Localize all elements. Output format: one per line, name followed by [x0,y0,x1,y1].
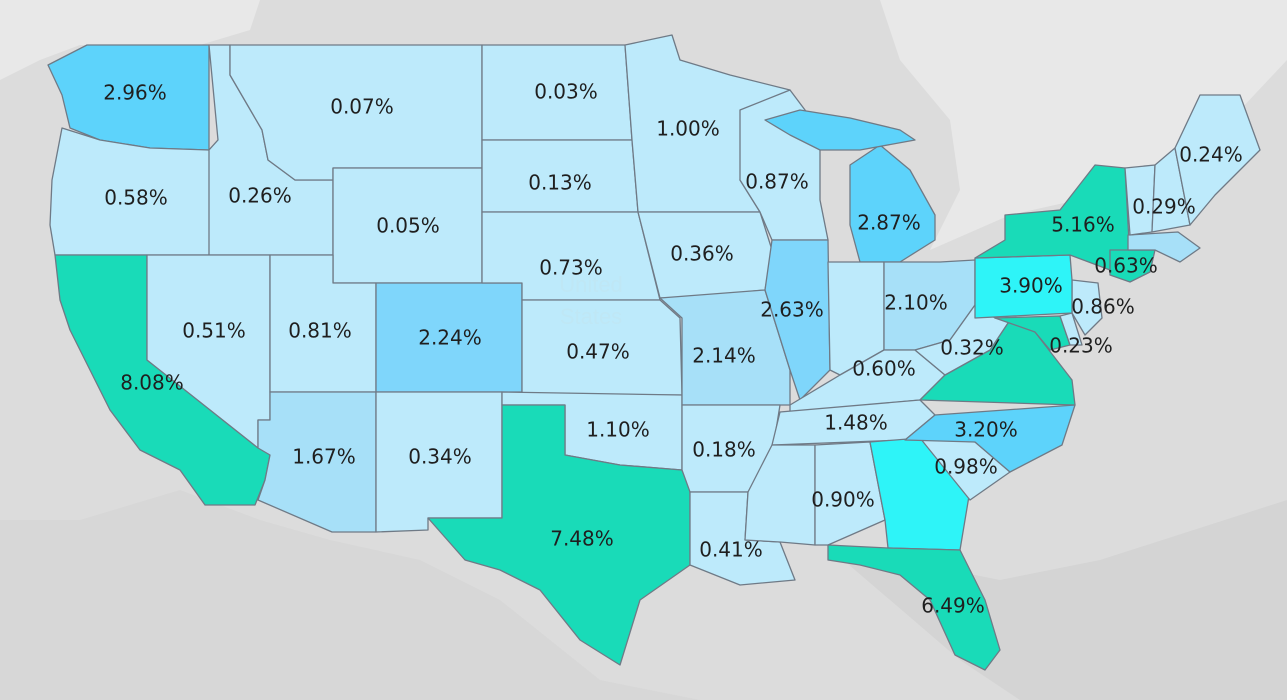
value-label-ut: 0.81% [288,319,352,343]
value-label-md: 0.23% [1049,334,1113,358]
value-label-ny: 5.16% [1051,213,1115,237]
state-de[interactable] [1059,312,1083,346]
country-label-line1: United [559,272,623,297]
state-tx[interactable] [427,404,691,666]
value-label-wy: 0.05% [376,214,440,238]
value-label-la: 0.41% [699,538,763,562]
value-label-sd: 0.13% [528,171,592,195]
value-label-pa: 3.90% [999,274,1063,298]
value-label-fl: 6.49% [921,594,985,618]
value-label-mi: 2.87% [857,211,921,235]
mexico-region [0,490,700,700]
state-me[interactable] [1174,94,1261,226]
value-label-ok: 1.10% [586,418,650,442]
value-label-mn: 1.00% [656,117,720,141]
value-label-nv: 0.51% [182,319,246,343]
value-label-tn: 1.48% [824,411,888,435]
value-label-tx: 7.48% [550,527,614,551]
value-label-oh: 2.10% [884,291,948,315]
state-fl[interactable] [827,544,1001,671]
value-label-ia: 0.36% [670,242,734,266]
value-label-nj: 0.86% [1071,295,1135,319]
value-label-or: 0.58% [104,186,168,210]
value-label-nm: 0.34% [408,445,472,469]
gulf-atlantic-water [820,500,1287,700]
value-label-wa: 2.96% [103,81,167,105]
value-label-ne: 0.73% [539,256,603,280]
canada-west [0,0,260,80]
state-md[interactable] [994,315,1071,351]
value-label-mt: 0.07% [330,95,394,119]
value-label-ca: 8.08% [120,371,184,395]
value-label-wi: 0.87% [745,170,809,194]
value-label-ky: 0.60% [852,357,916,381]
value-label-mo: 2.14% [692,344,756,368]
state-mi-upper[interactable] [764,109,916,151]
value-label-nc: 3.20% [954,418,1018,442]
value-label-wv: 0.32% [940,336,1004,360]
value-label-id: 0.26% [228,184,292,208]
value-label-vt: 0.29% [1132,195,1196,219]
state-ks[interactable] [521,299,683,396]
state-nc[interactable] [904,404,1076,473]
value-label-co: 2.24% [418,326,482,350]
value-labels: 2.96% 0.58% 8.08% 0.26% 0.51% 0.07% 0.05% 0.81%… [103,80,1243,618]
country-label-line2: States [560,304,622,329]
state-mi[interactable] [849,144,936,263]
states-layer [47,34,1261,671]
value-label-al: 0.90% [811,488,875,512]
canada-region [880,0,1287,250]
value-label-nd: 0.03% [534,80,598,104]
value-label-sc: 0.98% [934,455,998,479]
value-label-ks: 0.47% [566,340,630,364]
value-label-ct: 0.63% [1094,254,1158,278]
value-label-az: 1.67% [292,445,356,469]
value-label-il: 2.63% [760,298,824,322]
value-label-ar: 0.18% [692,438,756,462]
state-al[interactable] [814,441,886,546]
state-ma[interactable] [1127,231,1201,263]
value-label-me: 0.24% [1179,143,1243,167]
